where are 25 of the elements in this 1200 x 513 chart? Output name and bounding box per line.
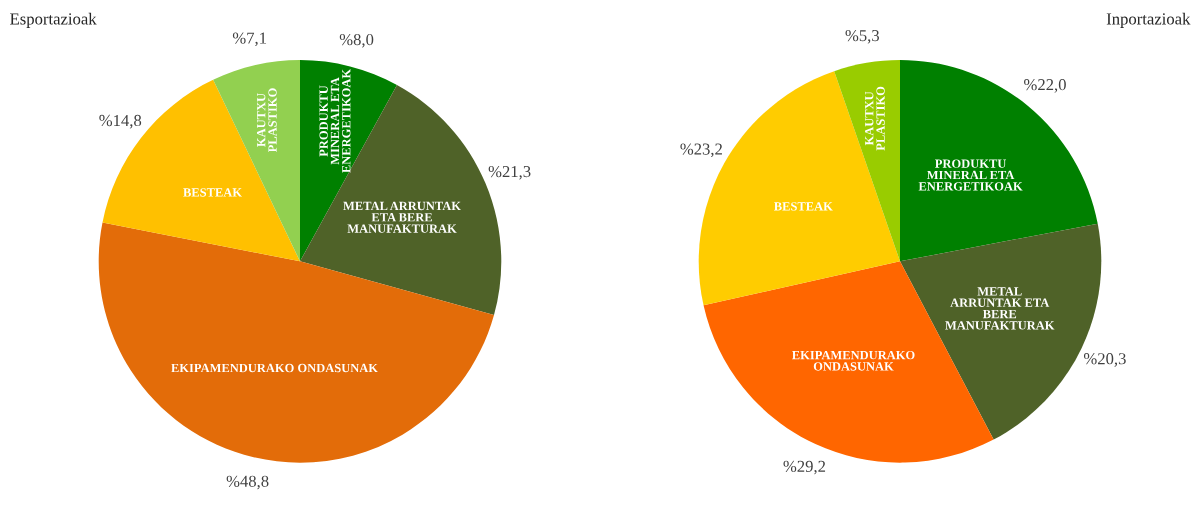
data-label: %23,2 <box>680 143 722 158</box>
pie-slice <box>900 60 1098 262</box>
slice-label: PRODUKTU MINERAL ETA ENERGETIKOAK <box>918 159 1023 191</box>
slice-label: EKIPAMENDURAKO ONDASUNAK <box>792 350 915 371</box>
data-label: %29,2 <box>783 460 826 475</box>
slice-label: METAL ARRUNTAK ETA BERE MANUFAKTURAK <box>343 201 461 233</box>
data-label: %48,8 <box>226 475 269 490</box>
data-label: %5,3 <box>845 29 880 44</box>
data-label: %8,0 <box>339 33 374 48</box>
data-label: %7,1 <box>232 32 267 47</box>
slice-label: BESTEAK <box>774 202 833 211</box>
data-label: %20,3 <box>1083 353 1126 367</box>
pie-slice <box>98 222 494 463</box>
slice-label: PRODUKTU MINERAL ETA ENERGETIKOAK <box>319 68 351 173</box>
chart-title: Esportazioak <box>10 12 97 28</box>
chart-title: Inportazioak <box>1106 12 1191 28</box>
slice-label: KAUTXU PLASTIKO <box>865 86 885 151</box>
slice-label: METAL ARRUNTAK ETA BERE MANUFAKTURAK <box>945 287 1055 330</box>
data-label: %22,0 <box>1024 79 1066 93</box>
data-label: %21,3 <box>488 165 531 180</box>
pie-slice <box>834 60 900 262</box>
slice-label: BESTEAK <box>183 188 242 197</box>
slice-label: KAUTXU PLASTIKO <box>257 88 277 153</box>
data-label: %14,8 <box>99 114 142 129</box>
slice-label: EKIPAMENDURAKO ONDASUNAK <box>171 363 378 373</box>
